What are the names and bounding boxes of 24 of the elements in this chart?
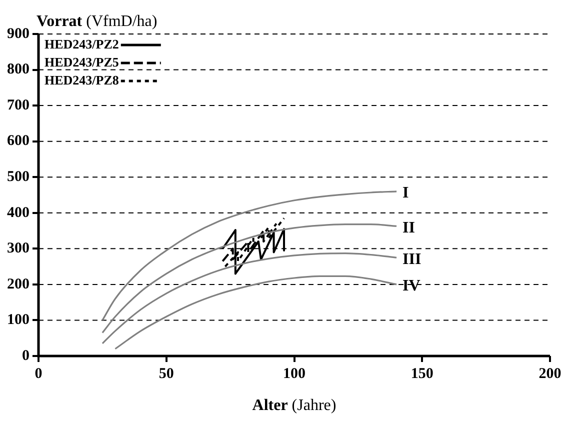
y-tick-label: 600	[7, 133, 30, 150]
y-tick-label: 200	[7, 276, 30, 292]
x-tick-label: 0	[34, 366, 42, 382]
y-axis-title: Vorrat (VfmD/ha)	[36, 13, 158, 30]
x-axis-title: Alter (Jahre)	[252, 397, 336, 414]
y-tick-label: 400	[7, 204, 30, 221]
x-tick-label: 150	[410, 366, 434, 382]
y-tick-label: 900	[7, 26, 30, 42]
y-tick-label: 0	[22, 348, 30, 364]
y-tick-label: 500	[7, 168, 30, 185]
y-tick-label: 700	[7, 97, 30, 114]
legend-label: HED243/PZ2	[44, 36, 119, 52]
x-tick-label: 50	[158, 366, 174, 382]
x-tick-label: 100	[283, 366, 306, 382]
x-tick-label: 200	[538, 366, 562, 382]
legend-label: HED243/PZ8	[44, 72, 120, 88]
series-label: II	[402, 219, 416, 236]
series-label: III	[402, 250, 422, 268]
series-label: I	[402, 184, 409, 202]
y-tick-label: 100	[7, 312, 30, 328]
y-tick-label: 800	[7, 62, 30, 78]
y-tick-label: 300	[7, 240, 30, 257]
series-label: IV	[402, 278, 421, 295]
legend-label: HED243/PZ5	[44, 54, 120, 70]
